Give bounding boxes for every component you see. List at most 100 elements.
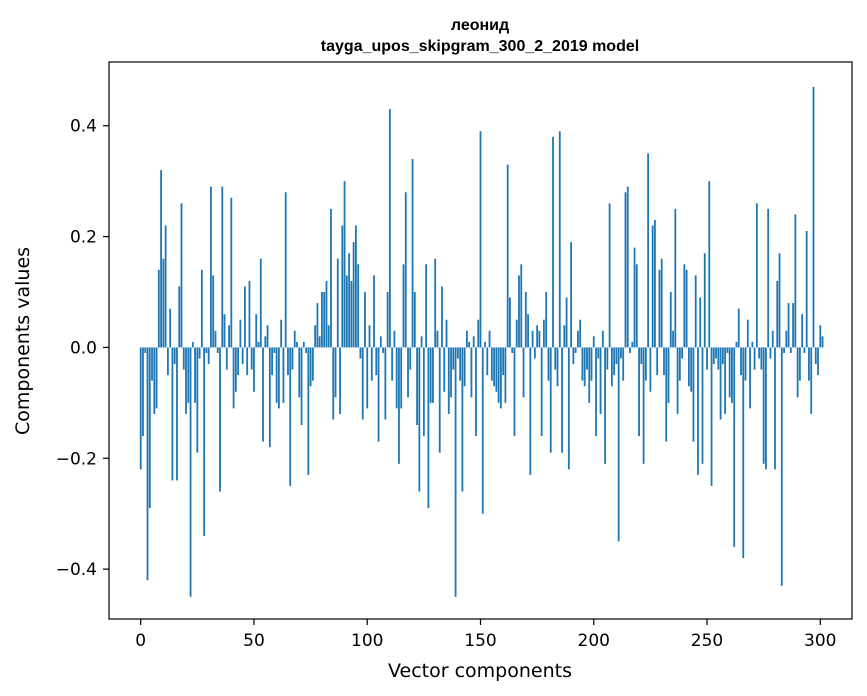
bar-239 (681, 347, 684, 359)
bar-295 (808, 347, 810, 381)
bar-102 (370, 347, 373, 381)
bar-107 (382, 347, 384, 353)
bar-109 (386, 292, 389, 348)
bar-149 (477, 319, 480, 348)
bar-113 (395, 347, 398, 409)
bar-130 (434, 258, 437, 348)
bar-140 (456, 347, 459, 359)
x-tick-label: 200 (578, 631, 610, 651)
bar-244 (692, 347, 695, 442)
bar-137 (450, 347, 452, 398)
bar-87 (336, 258, 339, 348)
bar-142 (461, 347, 464, 492)
bar-208 (610, 347, 613, 387)
bar-47 (246, 347, 249, 376)
bar-215 (626, 186, 629, 348)
bar-52 (257, 341, 260, 348)
bar-187 (563, 325, 566, 348)
bar-7 (155, 347, 158, 409)
bar-258 (724, 347, 727, 414)
bar-24 (194, 347, 196, 403)
bar-9 (160, 170, 162, 348)
bar-186 (561, 347, 563, 453)
bar-92 (348, 253, 351, 348)
bar-240 (683, 264, 686, 348)
bar-285 (785, 330, 788, 348)
bar-290 (796, 347, 799, 398)
bar-188 (565, 297, 568, 348)
bar-185 (558, 131, 561, 348)
bar-73 (305, 347, 307, 353)
bar-252 (710, 347, 713, 486)
bar-91 (345, 275, 348, 348)
bar-162 (506, 164, 509, 348)
bar-189 (567, 347, 570, 470)
bar-224 (647, 153, 650, 348)
bar-273 (758, 347, 761, 359)
bar-124 (420, 336, 423, 348)
x-tick-label: 250 (691, 631, 723, 651)
bar-90 (343, 181, 346, 348)
bar-117 (404, 192, 407, 348)
bar-145 (468, 341, 471, 348)
bar-20 (185, 347, 187, 414)
bar-17 (178, 286, 181, 348)
bar-289 (794, 214, 797, 348)
bar-150 (479, 131, 482, 348)
bar-103 (373, 275, 375, 348)
bar-27 (200, 269, 203, 348)
bar-297 (812, 86, 815, 348)
bar-59 (273, 347, 276, 353)
bar-49 (250, 347, 253, 370)
bar-222 (642, 347, 645, 464)
bar-268 (746, 319, 749, 348)
bar-262 (733, 347, 736, 547)
bar-78 (316, 303, 319, 348)
bar-192 (574, 347, 577, 353)
y-tick-label: −0.2 (56, 449, 97, 469)
bar-286 (787, 303, 790, 348)
bar-155 (490, 347, 493, 381)
bar-83 (327, 325, 330, 348)
bar-151 (481, 347, 484, 514)
bar-112 (393, 330, 396, 348)
bar-93 (350, 280, 353, 348)
bar-15 (173, 347, 176, 365)
bar-265 (740, 347, 742, 376)
bar-234 (669, 292, 672, 348)
bar-138 (452, 347, 455, 370)
bar-163 (509, 297, 511, 348)
bar-114 (398, 347, 400, 464)
bar-196 (583, 347, 586, 387)
bar-44 (239, 319, 242, 348)
bar-76 (311, 347, 314, 381)
bar-284 (783, 347, 785, 353)
bar-254 (715, 347, 717, 359)
bar-173 (531, 330, 534, 348)
bar-120 (411, 158, 414, 348)
bar-236 (674, 208, 677, 348)
bar-72 (302, 341, 305, 348)
bar-161 (504, 347, 507, 403)
bar-134 (443, 347, 446, 392)
bar-212 (620, 347, 622, 359)
bar-172 (529, 347, 532, 475)
bar-35 (219, 347, 221, 492)
bar-68 (293, 330, 296, 348)
bar-64 (284, 192, 287, 348)
bar-191 (572, 347, 575, 365)
bar-43 (237, 347, 240, 376)
bar-175 (536, 325, 539, 348)
x-tick-label: 300 (804, 631, 836, 651)
bar-38 (225, 347, 228, 370)
bar-211 (617, 347, 620, 542)
bar-165 (513, 347, 516, 437)
bar-249 (703, 253, 706, 348)
bar-288 (792, 303, 795, 348)
bar-25 (196, 347, 199, 453)
bar-248 (701, 347, 704, 464)
bar-108 (384, 347, 387, 420)
bar-255 (717, 347, 720, 370)
bar-171 (527, 314, 529, 348)
bar-110 (388, 109, 391, 348)
